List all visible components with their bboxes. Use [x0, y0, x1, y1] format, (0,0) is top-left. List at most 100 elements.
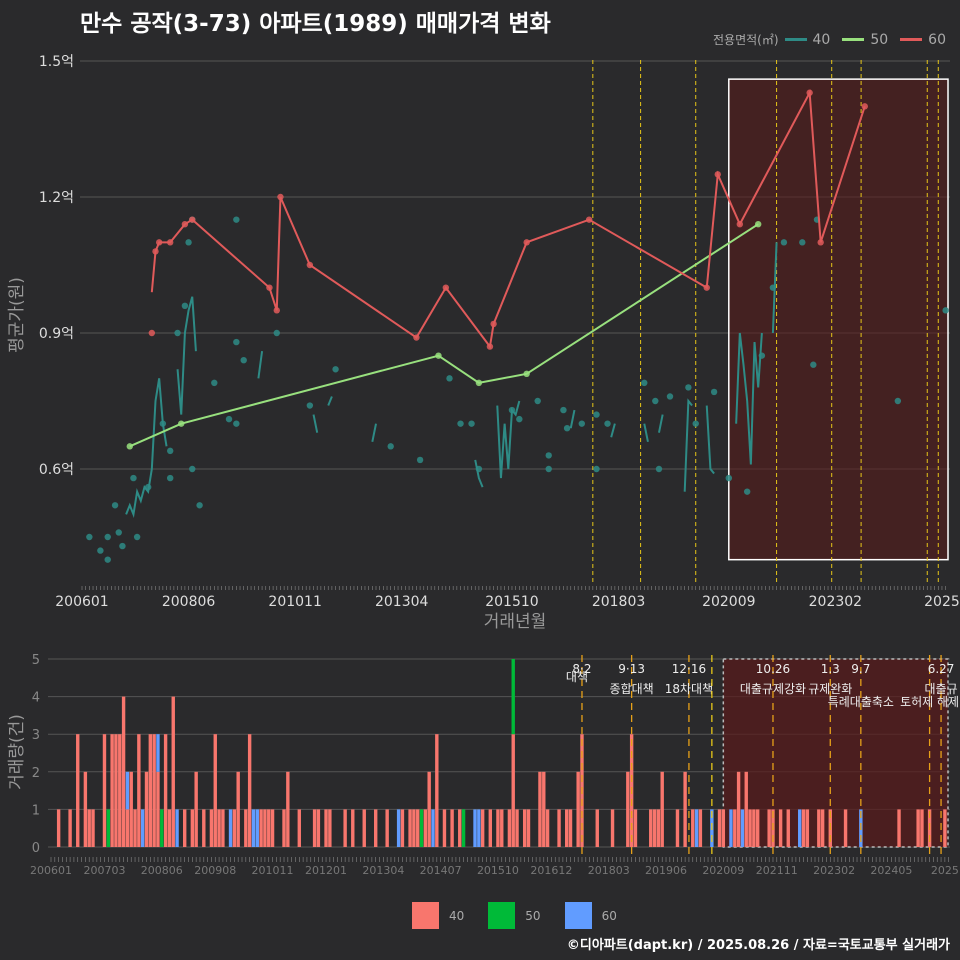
event-date-label: 1.3: [821, 662, 840, 676]
volume-bar-60: [694, 809, 699, 847]
series-40-point: [725, 474, 732, 482]
volume-bar-40: [282, 809, 286, 847]
volume-bar-40: [897, 809, 901, 847]
y-tick-label: 1.5억: [39, 54, 74, 70]
volume-bar-40: [76, 734, 80, 847]
volume-bar-40: [817, 809, 821, 847]
bar-y-tick-label: 4: [32, 691, 40, 706]
series-40-point: [111, 502, 119, 509]
volume-bar-40: [374, 809, 378, 847]
volume-bar-40: [515, 809, 519, 847]
volume-bar-40: [362, 809, 366, 847]
volume-bar-40: [217, 809, 221, 847]
bar-x-tick-label: 201510: [477, 864, 519, 877]
footer-credit: ©디아파트(dapt.kr) / 2025.08.26 / 자료=국토교통부 실…: [566, 938, 950, 953]
series-40-point: [894, 397, 902, 405]
series-40-point: [86, 533, 93, 541]
series-60-line: [150, 89, 866, 350]
event-label: 대출규: [924, 682, 957, 696]
volume-bar-60: [473, 809, 477, 847]
volume-bar-40: [263, 809, 267, 847]
event-label: 토허제 해제: [900, 695, 959, 709]
volume-bar-40: [717, 809, 722, 847]
series-60-point: [152, 248, 159, 255]
volume-bar-40: [328, 809, 332, 847]
volume-bar-40: [488, 809, 492, 847]
line-legend: 전용면적(㎡) 40 50 60: [713, 31, 952, 48]
series-40-point: [578, 420, 585, 427]
series-40-point: [181, 302, 189, 309]
bar-legend-label-40: 40: [449, 908, 465, 923]
volume-bar-40: [843, 809, 848, 847]
volume-bar-40: [244, 809, 248, 847]
volume-bar-40: [68, 809, 72, 847]
series-40-point: [710, 388, 718, 396]
series-40-point: [387, 443, 394, 450]
volume-bar-40: [114, 734, 118, 847]
volume-bar-40: [316, 809, 321, 847]
series-40-point: [306, 402, 314, 409]
volume-bar-40: [633, 809, 638, 847]
series-40-point: [475, 465, 483, 473]
volume-bar-40: [247, 734, 252, 847]
series-40-point: [743, 488, 751, 495]
series-40-point: [189, 465, 196, 473]
bar-x-tick-label: 202302: [813, 864, 855, 877]
series-40-point: [692, 420, 699, 427]
volume-bar-40: [565, 809, 569, 847]
volume-bar-40: [920, 809, 924, 847]
x-tick-label: 201011: [268, 594, 321, 610]
series-40-point: [144, 483, 152, 491]
series-40-point: [167, 474, 174, 482]
series-40-point: [655, 465, 663, 473]
event-label: 대책: [566, 669, 588, 684]
series-60-point: [714, 171, 721, 178]
series-60-point: [155, 239, 163, 246]
series-40-point: [508, 406, 516, 414]
volume-bar-40: [721, 809, 726, 847]
volume-bar-40: [343, 809, 347, 847]
series-40-point: [604, 420, 611, 427]
series-40-point: [799, 239, 806, 246]
volume-bar-40: [286, 771, 290, 847]
volume-bar-40: [194, 771, 198, 847]
series-40-point: [446, 375, 453, 382]
bar-x-tick-label: 201407: [420, 864, 462, 877]
bar-x-tick-label: 200806: [141, 864, 183, 877]
series-50-point: [523, 370, 530, 377]
x-tick-label: 201510: [485, 594, 538, 610]
series-40-point: [593, 411, 600, 418]
volume-bar-40: [511, 734, 515, 847]
volume-bar-40: [190, 809, 195, 847]
series-60-point: [523, 239, 530, 246]
volume-bar-60: [255, 809, 259, 847]
bar-x-tick-label: 202009: [702, 864, 744, 877]
legend-title: 전용면적(㎡): [712, 33, 779, 47]
series-40-point: [942, 307, 949, 314]
volume-bar-40: [427, 771, 431, 847]
legend-label-50: 50: [870, 31, 889, 48]
volume-bar-40: [442, 809, 447, 847]
series-40-point: [130, 474, 137, 482]
series-60-point: [148, 329, 156, 337]
volume-bar-40: [83, 771, 88, 847]
series-40-point: [641, 379, 648, 387]
volume-bar-40: [312, 809, 317, 847]
y-axis-title: 평균가(원): [7, 277, 27, 353]
volume-bar-40: [801, 809, 806, 847]
volume-bar-40: [209, 809, 214, 847]
series-40-point: [810, 361, 817, 368]
series-40-point: [104, 556, 111, 563]
bar-legend-label-60: 60: [601, 908, 617, 923]
series-40-point: [516, 415, 523, 423]
series-40-line: [610, 423, 616, 438]
volume-bar-40: [610, 809, 615, 847]
series-40-point: [780, 239, 788, 246]
series-40-point: [652, 397, 659, 405]
series-60-point: [817, 239, 824, 246]
volume-bar-40: [351, 809, 355, 847]
volume-bar-60: [175, 809, 179, 847]
event-label: 18차대책: [665, 681, 713, 696]
volume-bar-40: [660, 771, 664, 847]
volume-bar-40: [675, 809, 680, 847]
